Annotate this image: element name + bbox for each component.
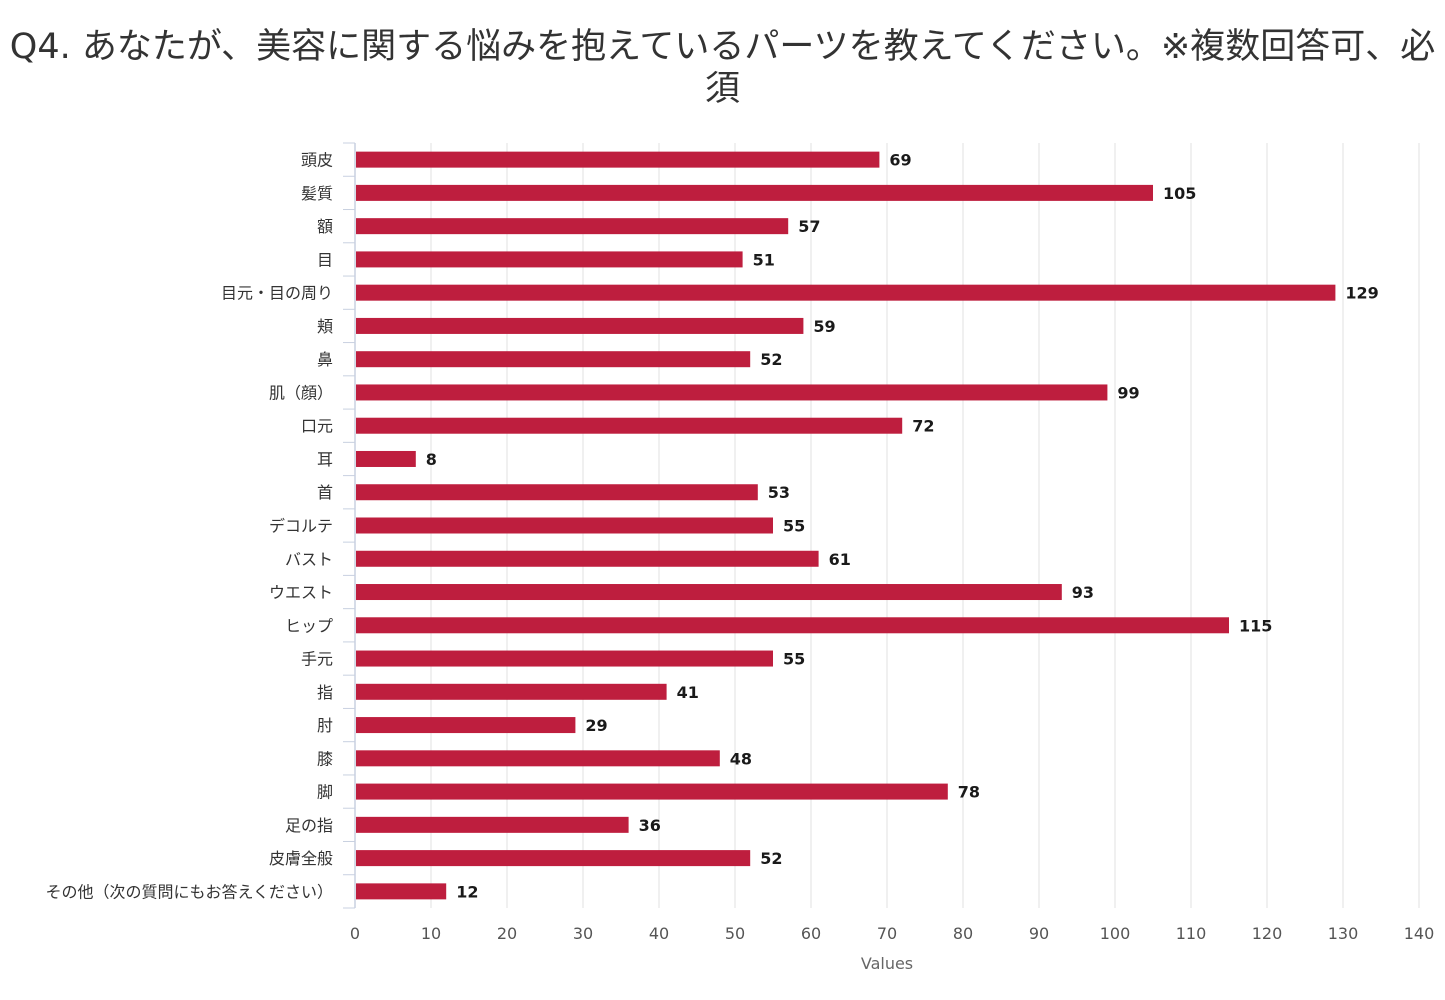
value-label: 52 (760, 350, 782, 369)
x-tick-label: 20 (497, 924, 517, 943)
bar (356, 317, 804, 334)
bar (356, 384, 1108, 401)
bar (356, 783, 948, 800)
x-tick-label: 80 (953, 924, 973, 943)
value-label: 93 (1072, 583, 1094, 602)
category-label: 頬 (317, 317, 333, 336)
category-label: 肌（顔） (269, 383, 333, 402)
bar (356, 184, 1153, 201)
x-tick-label: 120 (1252, 924, 1283, 943)
value-label: 59 (813, 317, 835, 336)
category-label: 肘 (317, 716, 333, 735)
bar (356, 517, 773, 534)
bar (356, 417, 903, 434)
x-tick-label: 130 (1328, 924, 1359, 943)
bar (356, 883, 447, 900)
bar (356, 450, 416, 467)
bar (356, 218, 789, 235)
value-label: 36 (639, 816, 661, 835)
bar (356, 750, 720, 767)
category-label: ヒップ (285, 616, 333, 635)
category-label: 額 (317, 217, 333, 236)
value-label: 99 (1117, 383, 1139, 402)
value-label: 78 (958, 783, 980, 802)
category-label: 指 (317, 683, 333, 702)
category-label: その他（次の質問にもお答えください） (45, 882, 333, 901)
x-tick-label: 100 (1100, 924, 1131, 943)
chart-title: Q4. あなたが、美容に関する悩みを抱えているパーツを教えてください。※複数回答… (9, 27, 1436, 109)
value-label: 52 (760, 849, 782, 868)
value-label: 29 (585, 716, 607, 735)
category-axis (343, 142, 356, 909)
value-label: 105 (1163, 184, 1196, 203)
x-tick-label: 110 (1176, 924, 1207, 943)
bar (356, 351, 751, 368)
category-label: 足の指 (285, 816, 333, 835)
value-label: 55 (783, 650, 805, 669)
category-label: 頭皮 (301, 151, 333, 170)
x-tick-label: 70 (877, 924, 897, 943)
x-tick-label: 30 (573, 924, 593, 943)
category-label: 脚 (317, 783, 333, 802)
x-tick-label: 90 (1029, 924, 1049, 943)
value-label: 115 (1239, 616, 1272, 635)
category-label: 鼻 (317, 350, 333, 369)
value-label: 69 (889, 151, 911, 170)
bar (356, 251, 743, 268)
bar (356, 284, 1336, 301)
labels: 頭皮 69 髪質 105 額 57 目 51 目元・目の周り 129 頬 59 鼻 52 肌（顔） 99 口元 7… (45, 151, 1378, 902)
category-label: 髪質 (301, 184, 333, 203)
value-label: 57 (798, 217, 820, 236)
value-label: 51 (753, 250, 775, 269)
value-label: 12 (456, 882, 478, 901)
category-label: ウエスト (269, 583, 333, 602)
bar (356, 717, 576, 734)
bar (356, 850, 751, 867)
bar (356, 151, 880, 168)
category-label: 口元 (301, 417, 333, 436)
category-label: デコルテ (269, 517, 333, 536)
value-label: 61 (829, 550, 851, 569)
category-label: バスト (285, 550, 333, 569)
value-label: 72 (912, 417, 934, 436)
bar (356, 584, 1062, 601)
category-label: 耳 (317, 450, 333, 469)
x-tick-label: 10 (421, 924, 441, 943)
category-label: 膝 (317, 749, 333, 768)
value-label: 55 (783, 517, 805, 536)
x-tick-label: 60 (801, 924, 821, 943)
x-axis-title: Values (861, 954, 913, 973)
value-label: 8 (426, 450, 437, 469)
bars (356, 151, 1336, 900)
category-label: 手元 (301, 650, 333, 669)
bar (356, 816, 629, 833)
value-label: 129 (1345, 284, 1378, 303)
x-axis-ticks: 0 10 20 30 40 50 60 70 80 90 100 110 120 130 140 (350, 924, 1434, 943)
bar (356, 484, 758, 501)
category-label: 目 (317, 250, 333, 269)
x-tick-label: 50 (725, 924, 745, 943)
grid-lines (430, 143, 1420, 908)
bar (356, 617, 1229, 634)
x-tick-label: 140 (1404, 924, 1435, 943)
x-tick-label: 0 (350, 924, 360, 943)
bar (356, 550, 819, 567)
value-label: 48 (730, 749, 752, 768)
value-label: 53 (768, 483, 790, 502)
category-label: 首 (317, 483, 333, 502)
x-tick-label: 40 (649, 924, 669, 943)
value-label: 41 (677, 683, 699, 702)
category-label: 目元・目の周り (221, 284, 333, 303)
bar (356, 683, 667, 700)
bar (356, 650, 773, 667)
category-label: 皮膚全般 (269, 849, 333, 868)
